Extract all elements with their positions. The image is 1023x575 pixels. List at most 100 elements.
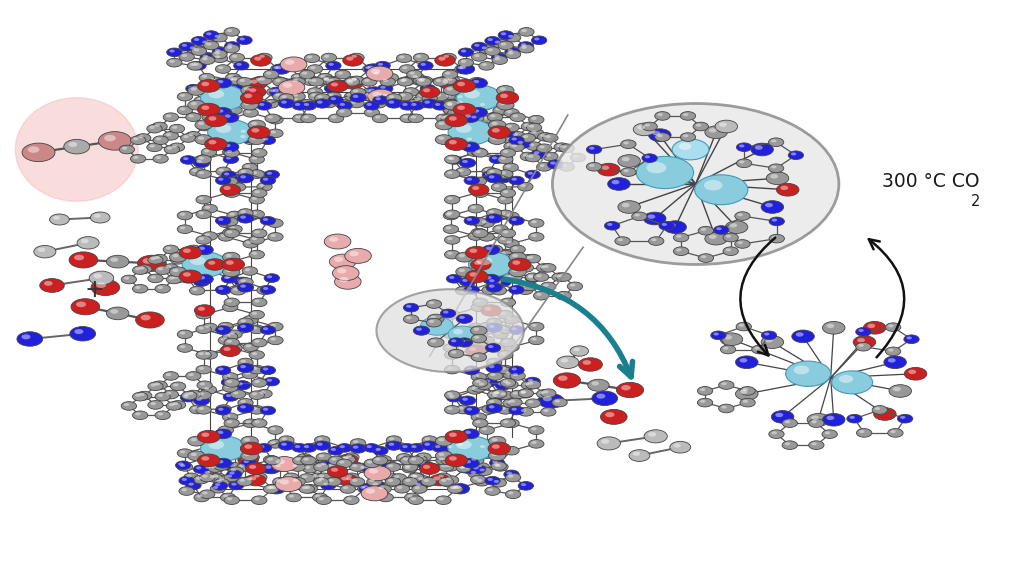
- Circle shape: [644, 155, 650, 158]
- Circle shape: [264, 70, 278, 79]
- Circle shape: [491, 462, 506, 470]
- Circle shape: [224, 114, 230, 118]
- Circle shape: [319, 497, 324, 500]
- Circle shape: [246, 110, 251, 113]
- Circle shape: [448, 455, 462, 464]
- Circle shape: [131, 155, 145, 163]
- Circle shape: [182, 391, 196, 400]
- Circle shape: [491, 263, 507, 272]
- Circle shape: [409, 72, 414, 75]
- Circle shape: [436, 135, 453, 144]
- Circle shape: [418, 454, 424, 457]
- Circle shape: [443, 330, 458, 339]
- Circle shape: [518, 42, 534, 50]
- Circle shape: [456, 338, 473, 347]
- Circle shape: [543, 265, 548, 268]
- Circle shape: [736, 356, 758, 369]
- Circle shape: [482, 220, 487, 223]
- Circle shape: [227, 420, 232, 423]
- Circle shape: [459, 339, 464, 343]
- Circle shape: [135, 133, 151, 142]
- Circle shape: [252, 237, 257, 240]
- Circle shape: [243, 446, 258, 455]
- Circle shape: [445, 430, 468, 443]
- Circle shape: [243, 419, 258, 428]
- Circle shape: [489, 459, 505, 467]
- Circle shape: [738, 213, 743, 216]
- Circle shape: [416, 55, 421, 58]
- Circle shape: [399, 455, 404, 458]
- Circle shape: [529, 116, 544, 124]
- Circle shape: [218, 116, 233, 124]
- Circle shape: [503, 142, 520, 151]
- Circle shape: [494, 480, 499, 483]
- Circle shape: [500, 392, 505, 396]
- Circle shape: [263, 178, 268, 181]
- Circle shape: [539, 265, 544, 268]
- Circle shape: [429, 320, 435, 323]
- Circle shape: [500, 94, 508, 98]
- Circle shape: [408, 473, 424, 482]
- Circle shape: [716, 227, 721, 230]
- Circle shape: [379, 493, 394, 502]
- Circle shape: [501, 131, 506, 133]
- Circle shape: [360, 466, 365, 469]
- Circle shape: [634, 213, 639, 217]
- Circle shape: [441, 114, 456, 122]
- Circle shape: [761, 336, 784, 348]
- Circle shape: [459, 455, 464, 458]
- Circle shape: [632, 452, 640, 456]
- Circle shape: [263, 218, 268, 221]
- Circle shape: [591, 381, 599, 386]
- Circle shape: [411, 474, 416, 477]
- Circle shape: [197, 136, 204, 140]
- Circle shape: [347, 94, 352, 97]
- Circle shape: [347, 474, 352, 477]
- Circle shape: [571, 153, 585, 162]
- Circle shape: [216, 366, 231, 374]
- Circle shape: [498, 41, 514, 49]
- Circle shape: [471, 326, 487, 335]
- Circle shape: [221, 378, 236, 386]
- Circle shape: [172, 269, 178, 272]
- Circle shape: [240, 365, 246, 368]
- Circle shape: [237, 92, 253, 101]
- Circle shape: [436, 451, 453, 461]
- Circle shape: [252, 392, 257, 396]
- Circle shape: [447, 101, 453, 104]
- Circle shape: [531, 234, 537, 237]
- Circle shape: [180, 274, 195, 283]
- Circle shape: [506, 273, 522, 281]
- Circle shape: [226, 275, 231, 278]
- Circle shape: [205, 138, 227, 151]
- Circle shape: [480, 452, 485, 455]
- Circle shape: [260, 184, 265, 187]
- Circle shape: [231, 482, 236, 486]
- Circle shape: [360, 486, 365, 489]
- Circle shape: [328, 446, 344, 455]
- Circle shape: [166, 392, 171, 395]
- Circle shape: [649, 432, 657, 436]
- Circle shape: [240, 210, 246, 213]
- Circle shape: [350, 444, 366, 453]
- Circle shape: [786, 361, 831, 386]
- Circle shape: [443, 93, 458, 101]
- Text: 2: 2: [971, 194, 980, 209]
- Circle shape: [347, 497, 352, 500]
- Circle shape: [486, 323, 502, 332]
- Circle shape: [509, 390, 526, 399]
- Circle shape: [240, 320, 246, 323]
- Circle shape: [214, 458, 231, 468]
- Circle shape: [173, 275, 178, 279]
- Circle shape: [433, 78, 448, 86]
- Circle shape: [526, 153, 541, 162]
- Circle shape: [525, 170, 540, 179]
- Circle shape: [543, 390, 548, 393]
- Circle shape: [506, 448, 512, 451]
- Circle shape: [225, 150, 230, 152]
- Circle shape: [446, 102, 452, 105]
- Circle shape: [531, 117, 537, 120]
- Circle shape: [196, 454, 213, 462]
- Circle shape: [417, 461, 433, 470]
- Circle shape: [487, 168, 501, 177]
